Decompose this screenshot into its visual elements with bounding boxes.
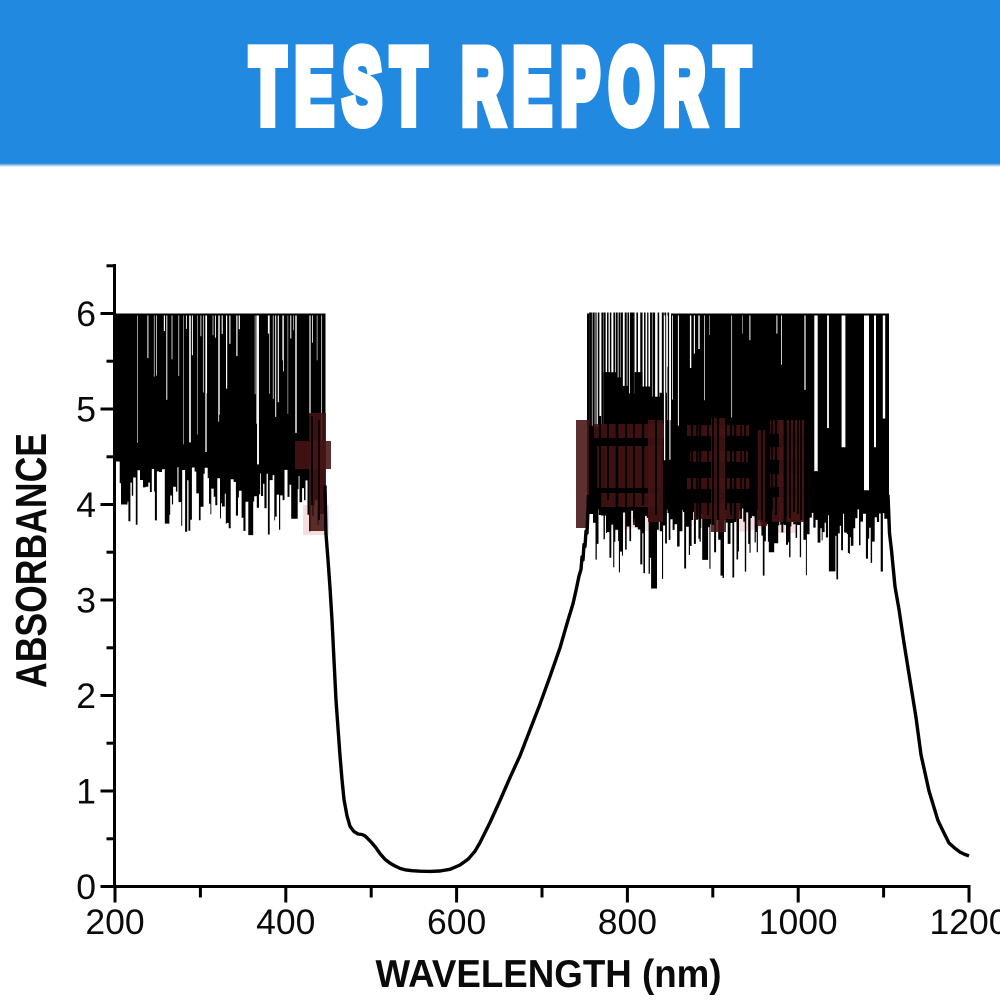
svg-text:800: 800 <box>598 902 657 942</box>
svg-text:600: 600 <box>427 902 486 942</box>
svg-text:ABSORBANCE: ABSORBANCE <box>7 433 56 688</box>
svg-text:0: 0 <box>76 867 96 907</box>
svg-text:400: 400 <box>256 902 315 942</box>
svg-text:200: 200 <box>85 902 144 942</box>
svg-text:WAVELENGTH (nm): WAVELENGTH (nm) <box>376 953 722 996</box>
svg-text:6: 6 <box>76 294 96 334</box>
svg-text:1: 1 <box>76 772 96 812</box>
svg-text:1000: 1000 <box>759 902 838 942</box>
svg-text:5: 5 <box>76 390 96 430</box>
svg-text:4: 4 <box>76 485 96 525</box>
svg-text:2: 2 <box>76 676 96 716</box>
svg-text:1200: 1200 <box>930 902 1000 942</box>
svg-text:3: 3 <box>76 581 96 621</box>
